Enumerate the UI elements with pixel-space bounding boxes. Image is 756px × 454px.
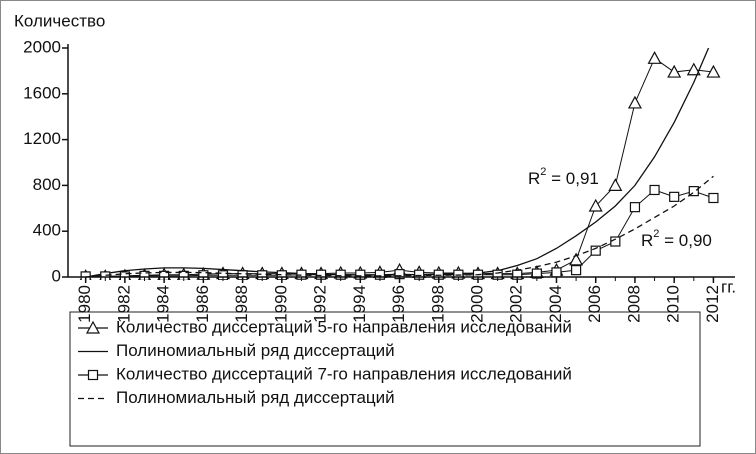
triangle-marker (686, 62, 701, 76)
annotation-part: = 0,91 (546, 169, 598, 188)
square-marker (178, 270, 189, 280)
x-tick-label: 2000 (467, 285, 486, 323)
x-axis-unit: гг. (721, 277, 736, 296)
y-axis-label: Количество (14, 11, 105, 30)
y-tick-label: 1600 (23, 83, 61, 102)
triangle-marker (647, 51, 662, 64)
legend-label: Количество диссертаций 5-го направления … (116, 317, 572, 336)
annotation: R2 = 0,91 (528, 166, 599, 189)
square-marker (649, 184, 660, 196)
x-tick-label: 2012 (703, 285, 722, 323)
x-tick-label: 1994 (350, 285, 369, 323)
legend (69, 311, 701, 447)
y-tick-label: 400 (33, 221, 61, 240)
y-tick-label: 1200 (23, 129, 61, 148)
x-tick-label: 1990 (271, 285, 290, 323)
square-marker (688, 186, 699, 197)
triangle-marker (569, 252, 584, 266)
x-tick-label: 2006 (585, 285, 604, 323)
y-tick-label: 0 (52, 266, 61, 285)
x-tick-label: 2002 (507, 285, 526, 323)
square-marker (590, 245, 601, 256)
x-tick-label: 1992 (311, 285, 330, 323)
y-tick-label: 800 (33, 175, 61, 194)
x-tick-label: 1996 (389, 285, 408, 323)
legend-marker (87, 369, 99, 381)
square-marker (669, 191, 680, 202)
annotation-part: = 0,90 (659, 231, 711, 250)
square-marker (139, 270, 150, 280)
plot-area (79, 48, 721, 280)
y-tick-label: 2000 (23, 37, 61, 56)
x-tick-label: 1986 (193, 285, 212, 323)
annotation-part: R (641, 231, 653, 250)
x-tick-label: 2004 (546, 285, 565, 323)
x-tick-label: 1988 (232, 285, 251, 323)
triangle-marker (627, 95, 642, 109)
square-marker (610, 236, 621, 247)
trend-line (85, 175, 714, 278)
triangle-marker (608, 178, 623, 191)
triangle-marker (706, 64, 721, 78)
x-tick-label: 2010 (664, 285, 683, 323)
annotation-part: 2 (540, 166, 546, 178)
x-tick-label: 1982 (114, 285, 133, 323)
x-tick-label: 1984 (154, 285, 173, 323)
legend-marker (85, 320, 101, 334)
x-tick-label: 1980 (75, 285, 94, 323)
legend-label: Количество диссертаций 7-го направления … (116, 364, 572, 383)
triangle-marker (588, 198, 603, 212)
triangle-marker (667, 64, 682, 78)
x-tick-label: 1998 (428, 285, 447, 323)
square-marker (708, 192, 719, 204)
legend-label: Полиномиальный ряд диссертаций (116, 341, 395, 360)
annotation-part: 2 (653, 228, 659, 240)
annotation-part: R (528, 169, 540, 188)
square-marker (570, 265, 582, 276)
square-marker (629, 202, 641, 213)
square-marker (551, 267, 562, 278)
legend-label: Полиномиальный ряд диссертаций (116, 388, 395, 407)
annotation: R2 = 0,90 (641, 228, 712, 251)
x-tick-label: 2008 (624, 285, 643, 323)
square-marker (159, 270, 170, 280)
